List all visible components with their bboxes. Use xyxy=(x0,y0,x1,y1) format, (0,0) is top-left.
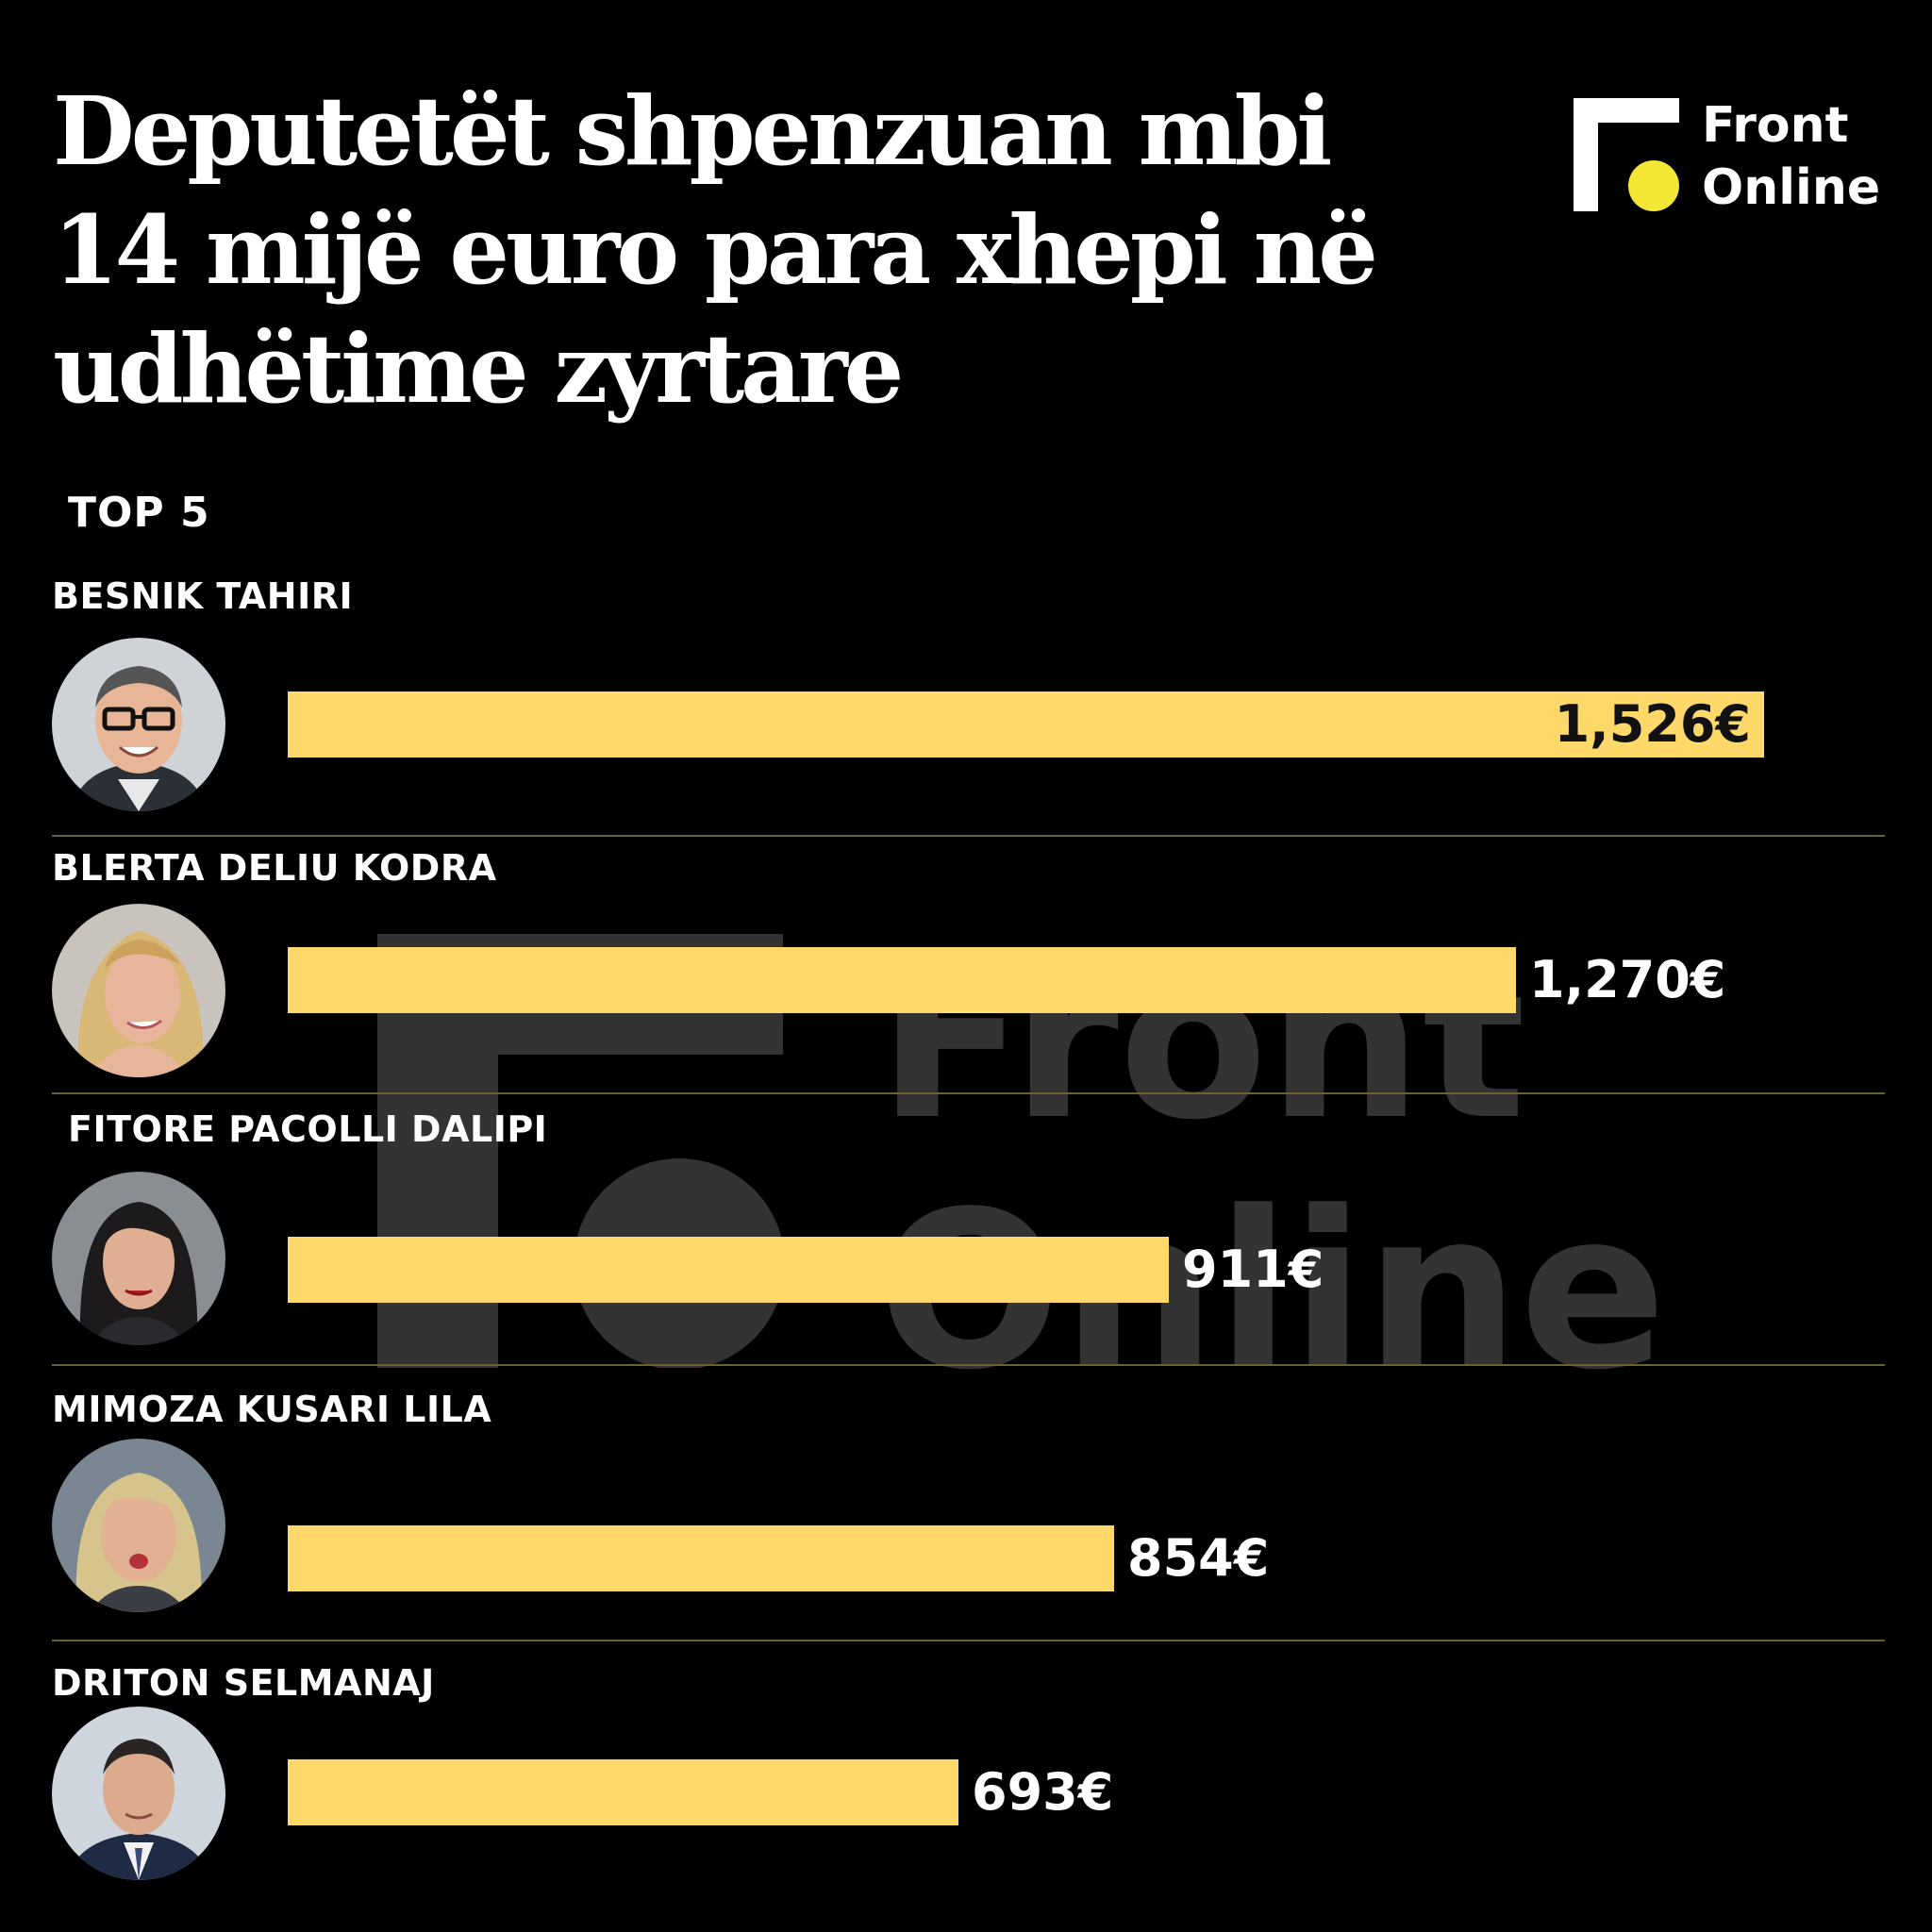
category-label-blerta-deliu-kodra: BLERTA DELIU KODRA xyxy=(52,847,497,889)
logo-mark-icon xyxy=(1574,98,1679,211)
chart-title: Deputetët shpenzuan mbi 14 mijë euro par… xyxy=(53,72,1487,428)
category-label-driton-selmanaj: DRITON SELMANAJ xyxy=(52,1662,435,1704)
title-line-2: 14 mijë euro para xhepi në xyxy=(53,194,1378,306)
row-divider xyxy=(52,1364,1885,1366)
value-label-fitore-pacolli-dalipi: 911€ xyxy=(1182,1240,1324,1299)
category-label-besnik-tahiri: BESNIK TAHIRI xyxy=(52,575,354,617)
logo-line-2: Online xyxy=(1702,159,1881,216)
row-divider xyxy=(52,835,1885,837)
value-label-besnik-tahiri: 1,526€ xyxy=(1554,694,1751,754)
chart-subtitle: TOP 5 xyxy=(68,489,210,537)
title-line-3: udhëtime zyrtare xyxy=(53,313,904,425)
row-divider xyxy=(52,1092,1885,1094)
value-label-blerta-deliu-kodra: 1,270€ xyxy=(1529,950,1726,1009)
logo-text: Front Online xyxy=(1702,94,1880,219)
front-online-logo: Front Online xyxy=(1574,97,1894,216)
bar-fitore-pacolli-dalipi xyxy=(288,1237,1169,1303)
avatar-besnik-tahiri xyxy=(52,638,225,811)
category-label-fitore-pacolli-dalipi: FITORE PACOLLI DALIPI xyxy=(68,1108,548,1150)
bar-driton-selmanaj xyxy=(288,1759,958,1825)
category-label-mimoza-kusari-lila: MIMOZA KUSARI LILA xyxy=(52,1389,492,1430)
avatar-blerta-deliu-kodra xyxy=(52,904,225,1077)
avatar-mimoza-kusari-lila xyxy=(52,1439,225,1612)
bar-besnik-tahiri xyxy=(288,691,1764,758)
bar-mimoza-kusari-lila xyxy=(288,1525,1114,1591)
logo-line-1: Front xyxy=(1702,97,1849,154)
avatar-fitore-pacolli-dalipi xyxy=(52,1172,225,1345)
value-label-driton-selmanaj: 693€ xyxy=(972,1762,1114,1822)
row-divider xyxy=(52,1640,1885,1641)
title-line-1: Deputetët shpenzuan mbi xyxy=(53,75,1332,187)
bar-blerta-deliu-kodra xyxy=(288,947,1516,1013)
avatar-driton-selmanaj xyxy=(52,1707,225,1880)
value-label-mimoza-kusari-lila: 854€ xyxy=(1127,1528,1270,1588)
